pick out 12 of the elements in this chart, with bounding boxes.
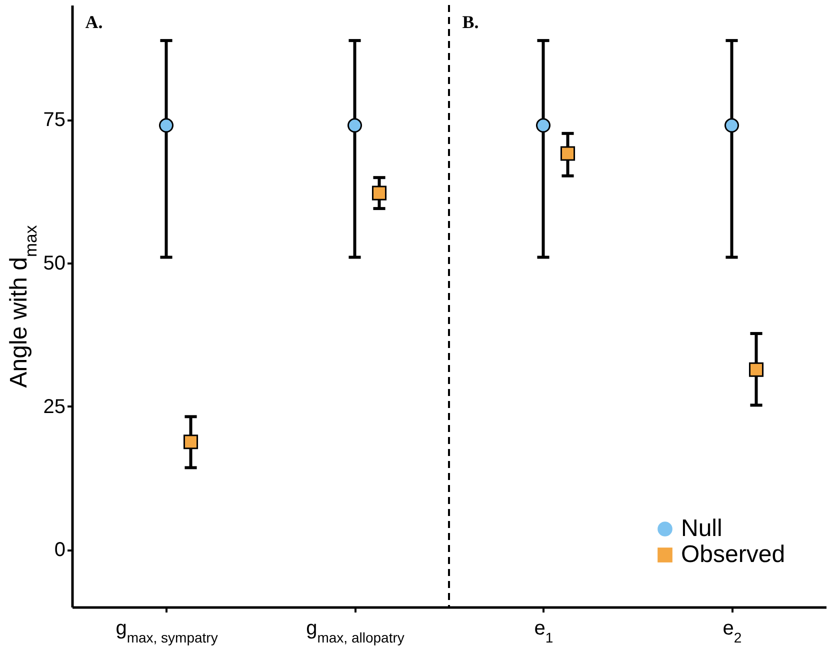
y-tick-label: 25 [43,396,66,418]
x-tick-label: g$_{max, allopatry}$ [306,618,404,646]
y-tick-label: 50 [43,252,66,274]
y-tick-label: 0 [54,539,66,562]
annotation: B. [462,12,479,32]
legend-label: Observed [681,541,786,568]
y-tick-label: 75 [43,109,66,132]
annotation: A. [85,12,103,32]
legend-label: Null [681,515,722,542]
x-tick-label: e$_{1}$ [534,618,554,646]
x-tick-label: e$_{2}$ [722,618,742,646]
x-tick-label: g$_{max, sympatry}$ [116,618,218,646]
